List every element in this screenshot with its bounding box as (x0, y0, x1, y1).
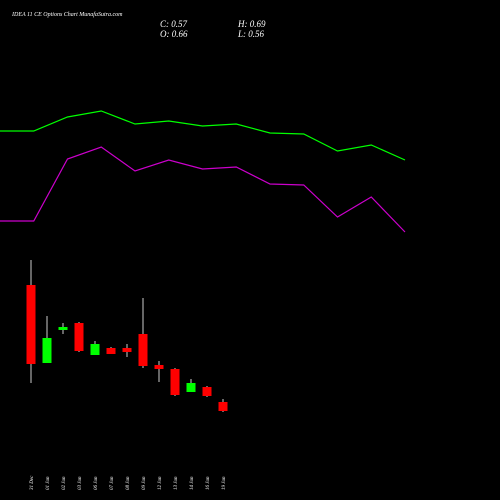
candle-body (122, 348, 132, 352)
indicator-line (0, 146, 406, 233)
low-label: L: 0.56 (237, 29, 265, 39)
x-tick-label: 31 Dec (30, 475, 35, 490)
x-tick-label: 09 Jan (142, 476, 147, 490)
candle-body (138, 334, 148, 366)
candle-body (42, 338, 52, 363)
candle-body (202, 387, 212, 396)
x-tick-label: 02 Jan (62, 476, 67, 490)
candle-body (26, 285, 36, 364)
close-label: C: 0.57 (160, 19, 188, 29)
x-tick-label: 03 Jan (78, 476, 83, 490)
high-label: H: 0.69 (237, 19, 266, 29)
candle-body (218, 402, 228, 411)
x-tick-label: 01 Jan (46, 476, 51, 490)
x-tick-label: 12 Jan (158, 476, 163, 490)
candle-body (58, 327, 68, 330)
candle-body (170, 369, 180, 395)
x-tick-label: 14 Jan (190, 476, 195, 490)
x-tick-label: 06 Jan (94, 476, 99, 490)
chart-title: IDEA 11 CE Options Chart MunafaSutra.com (11, 11, 123, 18)
indicator-line (0, 110, 406, 161)
candle-body (74, 323, 84, 351)
candle-body (90, 344, 100, 355)
x-tick-label: 08 Jan (126, 476, 131, 490)
x-tick-label: 07 Jan (110, 476, 115, 490)
candle-body (106, 348, 116, 354)
open-label: O: 0.66 (160, 29, 188, 39)
candle-body (186, 383, 196, 392)
x-tick-label: 16 Jan (206, 476, 211, 490)
x-tick-label: 13 Jan (174, 476, 179, 490)
candle-body (154, 365, 164, 369)
x-tick-label: 19 Jan (222, 476, 227, 490)
